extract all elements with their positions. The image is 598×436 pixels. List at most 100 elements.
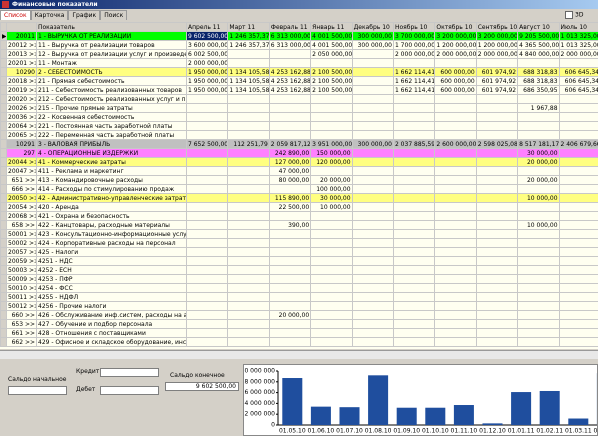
code: 20013 [8,50,28,58]
debit-field[interactable] [100,386,159,395]
value-cell [351,121,394,131]
value-cell [185,328,229,338]
row: 20012 >>11 - Выручка от реализации товар… [0,40,598,50]
value-cell: 100 000,00 [310,184,353,194]
value-cell [475,94,519,104]
y-tick-label: 8 000 000 [244,378,275,385]
expand-marker: >> [24,338,35,346]
name-header[interactable]: Показатель [36,22,187,32]
bar [539,390,560,425]
value-cell [185,193,229,203]
code: 50010 [8,284,28,292]
value-cell [268,301,312,311]
tab[interactable]: Карточка [30,10,69,20]
value-cell [310,256,353,266]
value-cell: 150 000,00 [310,148,353,158]
value-cell: 1 013 325,00 [558,40,598,50]
credit-field[interactable] [100,368,159,377]
code-cell: 50012 >> [6,301,37,311]
value-cell [227,184,270,194]
value-cell [227,238,270,248]
checkbox[interactable]: 3D [565,11,583,19]
horizontal-scrollbar[interactable] [0,350,598,359]
value-cell [558,265,598,275]
code: 20019 [8,86,28,94]
value-cell [227,121,270,131]
value-cell: 1 200 000,00 [434,40,477,50]
value-cell [434,121,477,131]
code-cell: 20054 >> [6,202,37,212]
name-cell: 4254 - ФСС [36,283,187,293]
debit-label: Дебет [76,386,96,393]
name-cell: 420 - Аренда [36,202,187,212]
value-cell [268,94,312,104]
value-cell [517,130,560,140]
tab[interactable]: Список [0,10,31,20]
expand-marker: >> [29,302,35,310]
value-cell [517,319,560,329]
value-cell [351,184,394,194]
code-cell: 20201 >> [6,58,37,68]
tab[interactable]: Поиск [100,10,128,20]
expand-marker: >> [29,86,35,94]
opening-field[interactable] [8,386,67,395]
row: 10291 3 - ВАЛОВАЯ ПРИБЫЛЬ 7 652 500,00 112 … [0,139,598,149]
expand-marker: >> [24,311,35,319]
value-cell [392,58,436,68]
value-cell [351,67,394,77]
value-cell [351,256,394,266]
name-cell: 215 - Прочие прямые затраты [36,103,187,113]
code: 50003 [8,266,28,274]
name-cell: 428 - Отношения с поставщиками [36,328,187,338]
code-cell: 10291 [6,139,37,149]
name-cell: 421 - Охрана и безопасность [36,211,187,221]
value-cell: 300 000,00 [351,139,394,149]
value-cell [475,337,519,347]
value-cell [434,292,477,302]
value-cell [434,193,477,203]
value-cell [351,310,394,320]
value-cell [185,265,229,275]
value-cell [185,166,229,176]
bar [282,378,303,425]
name-cell: 211 - Себестоимость реализованных товаро… [36,85,187,95]
closing-field[interactable]: 9 602 500,00 [165,382,239,391]
value-cell: 9 205 500,00 [517,31,560,41]
value-cell: 686 350,95 [517,85,560,95]
value-cell [392,328,436,338]
row: 20013 >>12 - Выручка от реализации услуг… [0,49,598,59]
name-cell: 21 - Прямая себестоимость [36,76,187,86]
expand-marker: >> [29,266,35,274]
value-cell [268,247,312,257]
expand-marker: >> [29,50,35,58]
expand-marker: >> [29,41,35,49]
value-cell [517,292,560,302]
value-cell [185,256,229,266]
value-cell [392,319,436,329]
tab[interactable]: График [68,10,101,20]
row: 653 >> 427 - Обучение и подбор персонала [0,319,598,329]
value-cell [185,274,229,284]
value-cell [392,292,436,302]
value-cell [434,301,477,311]
value-cell [517,337,560,347]
row: 20054 >>420 - Аренда 22 500,0010 000,00 [0,202,598,212]
code-cell: 20019 >> [6,85,37,95]
value-cell [392,94,436,104]
value-cell [517,58,560,68]
value-cell [351,301,394,311]
name-cell: 414 - Расходы по стимулированию продаж [36,184,187,194]
code-cell: 50010 >> [6,283,37,293]
value-cell [227,112,270,122]
value-cell [185,301,229,311]
value-cell [351,49,394,59]
expand-marker: >> [24,320,35,328]
name-cell: 4255 - НДФЛ [36,292,187,302]
value-cell [268,211,312,221]
value-cell [434,328,477,338]
value-cell [434,130,477,140]
value-cell [268,49,312,59]
code-cell: 20026 >> [6,103,37,113]
value-cell: 120 000,00 [310,157,353,167]
expand-marker: >> [29,293,35,301]
